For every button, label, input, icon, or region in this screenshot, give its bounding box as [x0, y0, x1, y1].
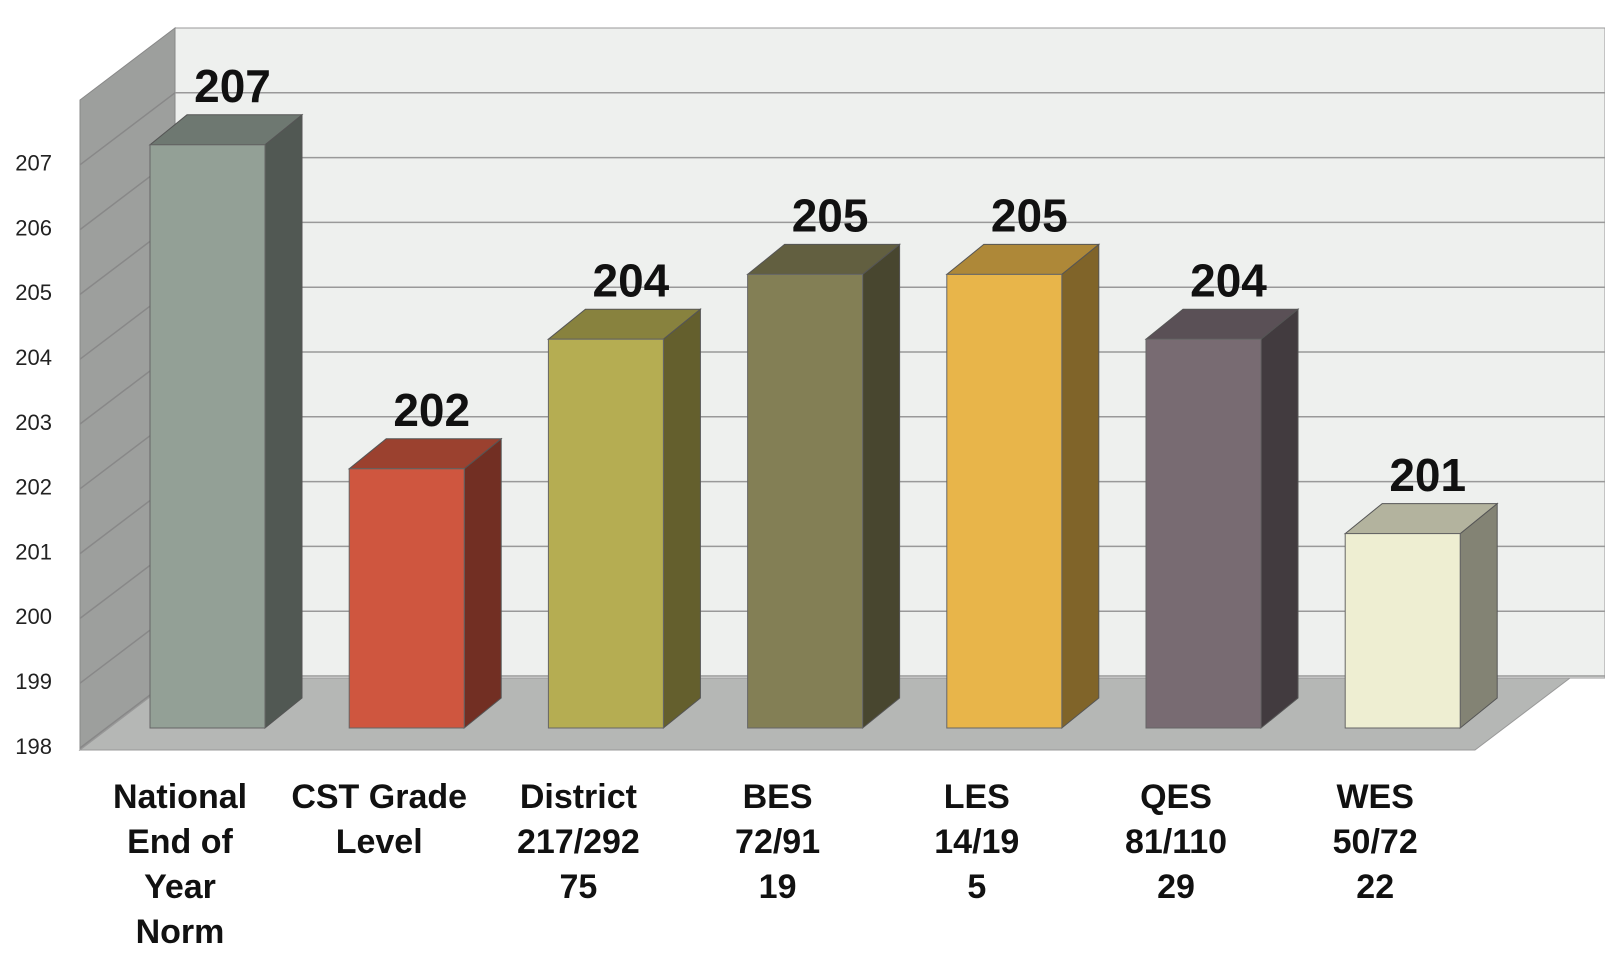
x-tick-label: 50/72 — [1333, 823, 1418, 861]
bar-side — [1061, 243, 1100, 730]
bar — [1145, 338, 1262, 729]
y-tick-label: 204 — [15, 345, 52, 370]
x-tick-label: QES — [1140, 778, 1212, 816]
x-tick-label: National — [113, 778, 247, 816]
bar — [149, 144, 266, 729]
bar-side — [463, 437, 502, 730]
x-tick-label: District — [520, 778, 637, 816]
grid-line — [79, 92, 176, 166]
value-label: 205 — [991, 190, 1068, 242]
value-label: 204 — [593, 254, 670, 306]
x-tick-label: Level — [336, 823, 423, 861]
x-tick-label: End of — [127, 823, 233, 861]
y-tick-label: 205 — [15, 280, 52, 305]
x-tick-label: BES — [743, 778, 813, 816]
x-tick-label: 217/292 — [517, 823, 640, 861]
x-tick-label: Year — [144, 868, 216, 906]
bar-side — [1459, 502, 1498, 730]
bar — [348, 468, 465, 729]
y-tick-label: 202 — [15, 475, 52, 500]
x-tick-label: 14/19 — [934, 823, 1019, 861]
bar-side — [662, 308, 701, 730]
y-tick-label: 199 — [15, 669, 52, 694]
bar — [547, 338, 664, 729]
bar — [747, 273, 864, 729]
y-tick-label: 201 — [15, 539, 52, 564]
value-label: 204 — [1190, 254, 1267, 306]
y-tick-label: 200 — [15, 604, 52, 629]
bar — [946, 273, 1063, 729]
bar-side — [862, 243, 901, 730]
y-tick-label: 206 — [15, 215, 52, 240]
value-label: 205 — [792, 190, 869, 242]
value-label: 202 — [393, 384, 470, 436]
y-tick-label: 207 — [15, 151, 52, 176]
y-tick-label: 198 — [15, 734, 52, 759]
x-tick-label: WES — [1336, 778, 1413, 816]
value-label: 207 — [194, 60, 271, 112]
bar — [1344, 533, 1461, 729]
x-tick-label: CST Grade — [291, 778, 467, 816]
value-label: 201 — [1389, 449, 1466, 501]
bar-side — [1260, 308, 1299, 730]
y-tick-label: 203 — [15, 410, 52, 435]
x-tick-label: 72/91 — [735, 823, 820, 861]
x-tick-label: 19 — [759, 868, 797, 906]
x-tick-label: Norm — [136, 913, 225, 951]
x-tick-label: 5 — [967, 868, 986, 906]
x-tick-label: 81/110 — [1125, 823, 1227, 861]
bar-side — [264, 113, 303, 730]
x-tick-label: 75 — [559, 868, 597, 906]
x-tick-label: LES — [944, 778, 1010, 816]
x-tick-label: 22 — [1356, 868, 1394, 906]
x-tick-label: 29 — [1157, 868, 1195, 906]
